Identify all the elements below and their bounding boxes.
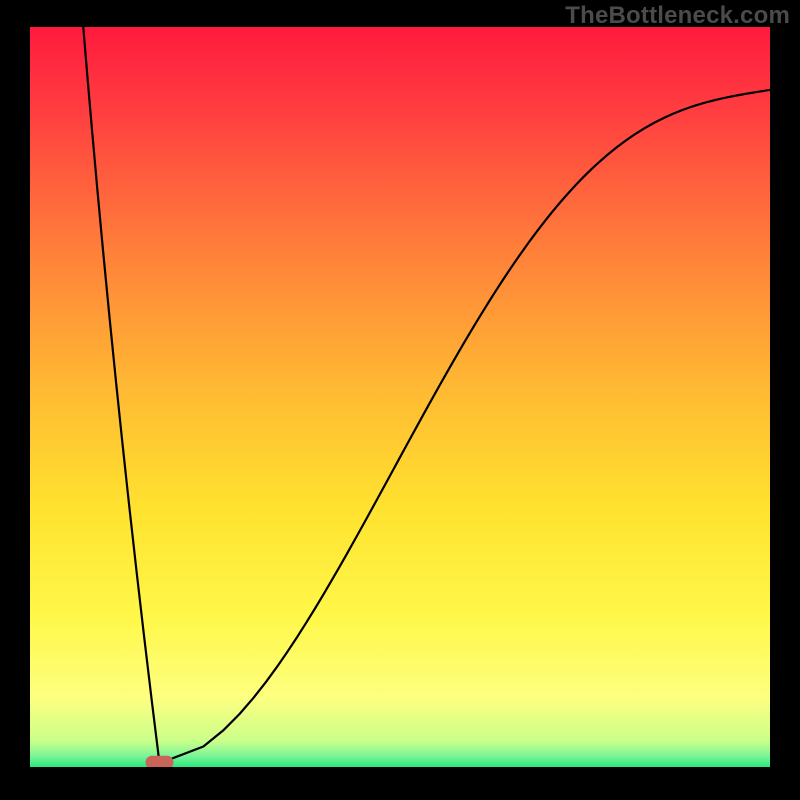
watermark-label: TheBottleneck.com (565, 2, 790, 29)
curve-minimum-marker (146, 756, 174, 769)
plot-background (30, 27, 770, 767)
chart-svg (0, 0, 800, 800)
watermark-text: TheBottleneck.com (565, 2, 790, 30)
chart-stage: TheBottleneck.com (0, 0, 800, 800)
